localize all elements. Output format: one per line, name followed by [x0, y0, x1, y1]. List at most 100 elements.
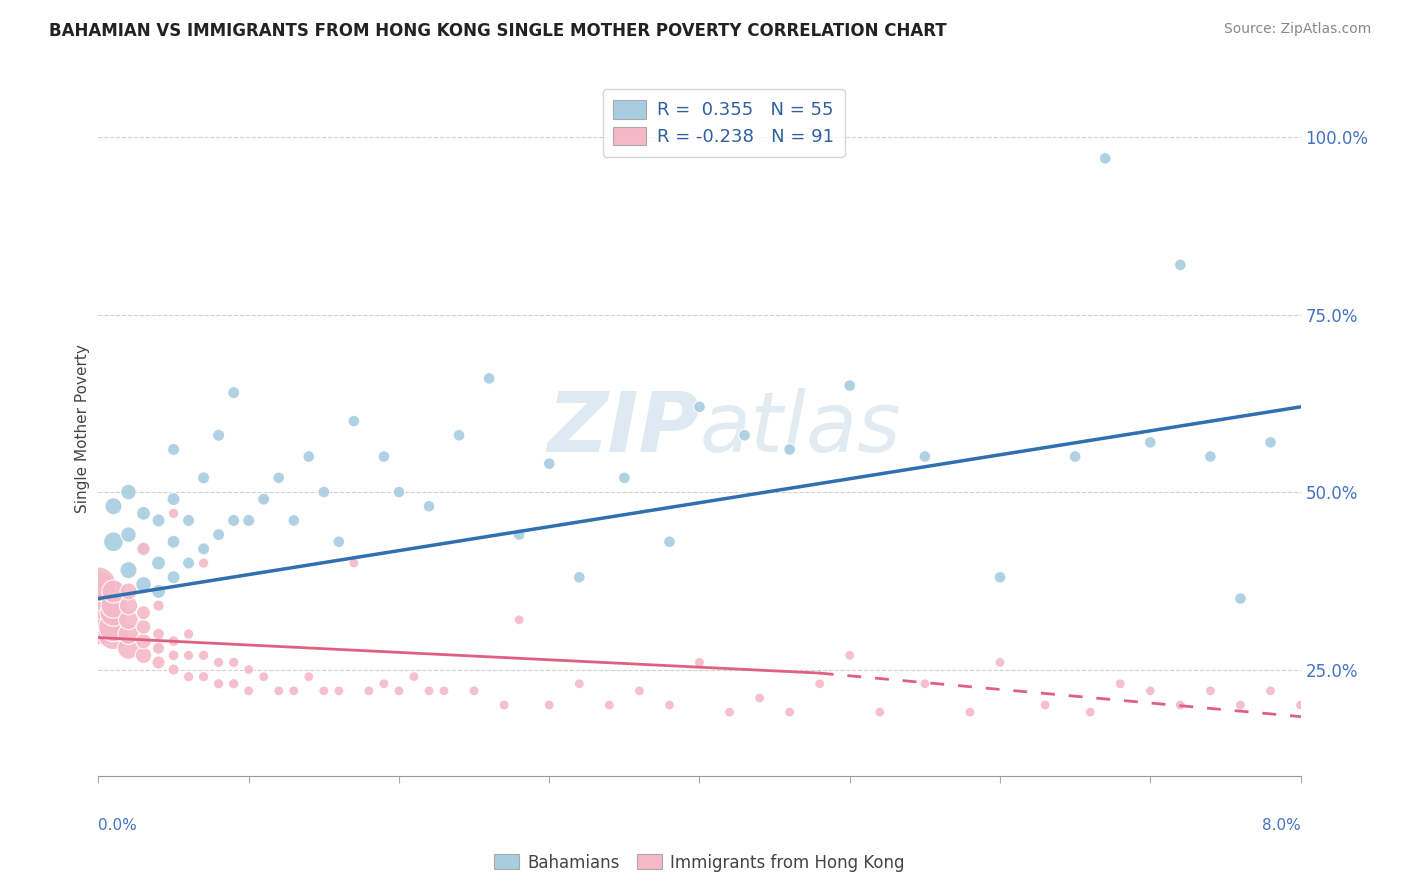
Point [132, 648, 155, 663]
Point [988, 570, 1011, 584]
Point [1319, 683, 1341, 698]
Point [689, 656, 711, 670]
Point [238, 513, 260, 527]
Point [357, 683, 380, 698]
Point [463, 683, 485, 698]
Point [238, 683, 260, 698]
Point [162, 570, 184, 584]
Point [208, 428, 231, 442]
Point [1064, 450, 1087, 464]
Point [298, 670, 321, 684]
Point [1109, 677, 1132, 691]
Point [162, 442, 184, 457]
Point [148, 556, 170, 570]
Point [1168, 698, 1191, 712]
Point [343, 414, 366, 428]
Point [388, 683, 411, 698]
Point [117, 527, 139, 541]
Point [1229, 591, 1251, 606]
Point [222, 677, 245, 691]
Point [508, 527, 530, 541]
Point [568, 677, 591, 691]
Point [117, 613, 139, 627]
Point [267, 683, 290, 698]
Point [253, 670, 276, 684]
Text: Source: ZipAtlas.com: Source: ZipAtlas.com [1223, 22, 1371, 37]
Point [658, 534, 681, 549]
Text: BAHAMIAN VS IMMIGRANTS FROM HONG KONG SINGLE MOTHER POVERTY CORRELATION CHART: BAHAMIAN VS IMMIGRANTS FROM HONG KONG SI… [49, 22, 946, 40]
Point [1033, 698, 1056, 712]
Point [162, 648, 184, 663]
Point [208, 677, 231, 691]
Point [1078, 705, 1101, 719]
Point [689, 400, 711, 414]
Point [177, 627, 200, 641]
Point [222, 656, 245, 670]
Point [193, 670, 215, 684]
Point [447, 428, 470, 442]
Text: 8.0%: 8.0% [1261, 818, 1301, 832]
Point [538, 457, 561, 471]
Point [1260, 683, 1282, 698]
Point [1094, 152, 1116, 166]
Point [1260, 435, 1282, 450]
Point [568, 570, 591, 584]
Point [208, 656, 231, 670]
Point [177, 648, 200, 663]
Point [132, 577, 155, 591]
Point [193, 541, 215, 556]
Text: ZIP: ZIP [547, 388, 700, 468]
Point [193, 556, 215, 570]
Point [1199, 683, 1222, 698]
Point [418, 683, 440, 698]
Point [87, 606, 110, 620]
Point [103, 606, 125, 620]
Point [103, 627, 125, 641]
Point [162, 507, 184, 521]
Point [87, 577, 110, 591]
Point [148, 599, 170, 613]
Point [959, 705, 981, 719]
Point [222, 513, 245, 527]
Point [103, 534, 125, 549]
Point [914, 677, 936, 691]
Point [808, 677, 831, 691]
Point [103, 500, 125, 514]
Point [418, 500, 440, 514]
Point [298, 450, 321, 464]
Point [148, 627, 170, 641]
Point [148, 513, 170, 527]
Point [779, 442, 801, 457]
Point [103, 584, 125, 599]
Point [312, 485, 335, 500]
Point [193, 648, 215, 663]
Point [238, 663, 260, 677]
Point [478, 371, 501, 385]
Point [117, 641, 139, 656]
Text: atlas: atlas [700, 388, 901, 468]
Point [628, 683, 651, 698]
Point [162, 492, 184, 507]
Point [1364, 705, 1386, 719]
Point [132, 606, 155, 620]
Legend: Bahamians, Immigrants from Hong Kong: Bahamians, Immigrants from Hong Kong [488, 847, 911, 879]
Point [343, 556, 366, 570]
Point [132, 541, 155, 556]
Point [132, 620, 155, 634]
Y-axis label: Single Mother Poverty: Single Mother Poverty [75, 343, 90, 513]
Point [658, 698, 681, 712]
Point [1229, 698, 1251, 712]
Point [132, 634, 155, 648]
Point [117, 627, 139, 641]
Point [117, 563, 139, 577]
Point [132, 541, 155, 556]
Point [598, 698, 620, 712]
Point [87, 613, 110, 627]
Point [1199, 450, 1222, 464]
Point [162, 634, 184, 648]
Point [613, 471, 636, 485]
Point [117, 584, 139, 599]
Point [779, 705, 801, 719]
Point [148, 584, 170, 599]
Point [1139, 435, 1161, 450]
